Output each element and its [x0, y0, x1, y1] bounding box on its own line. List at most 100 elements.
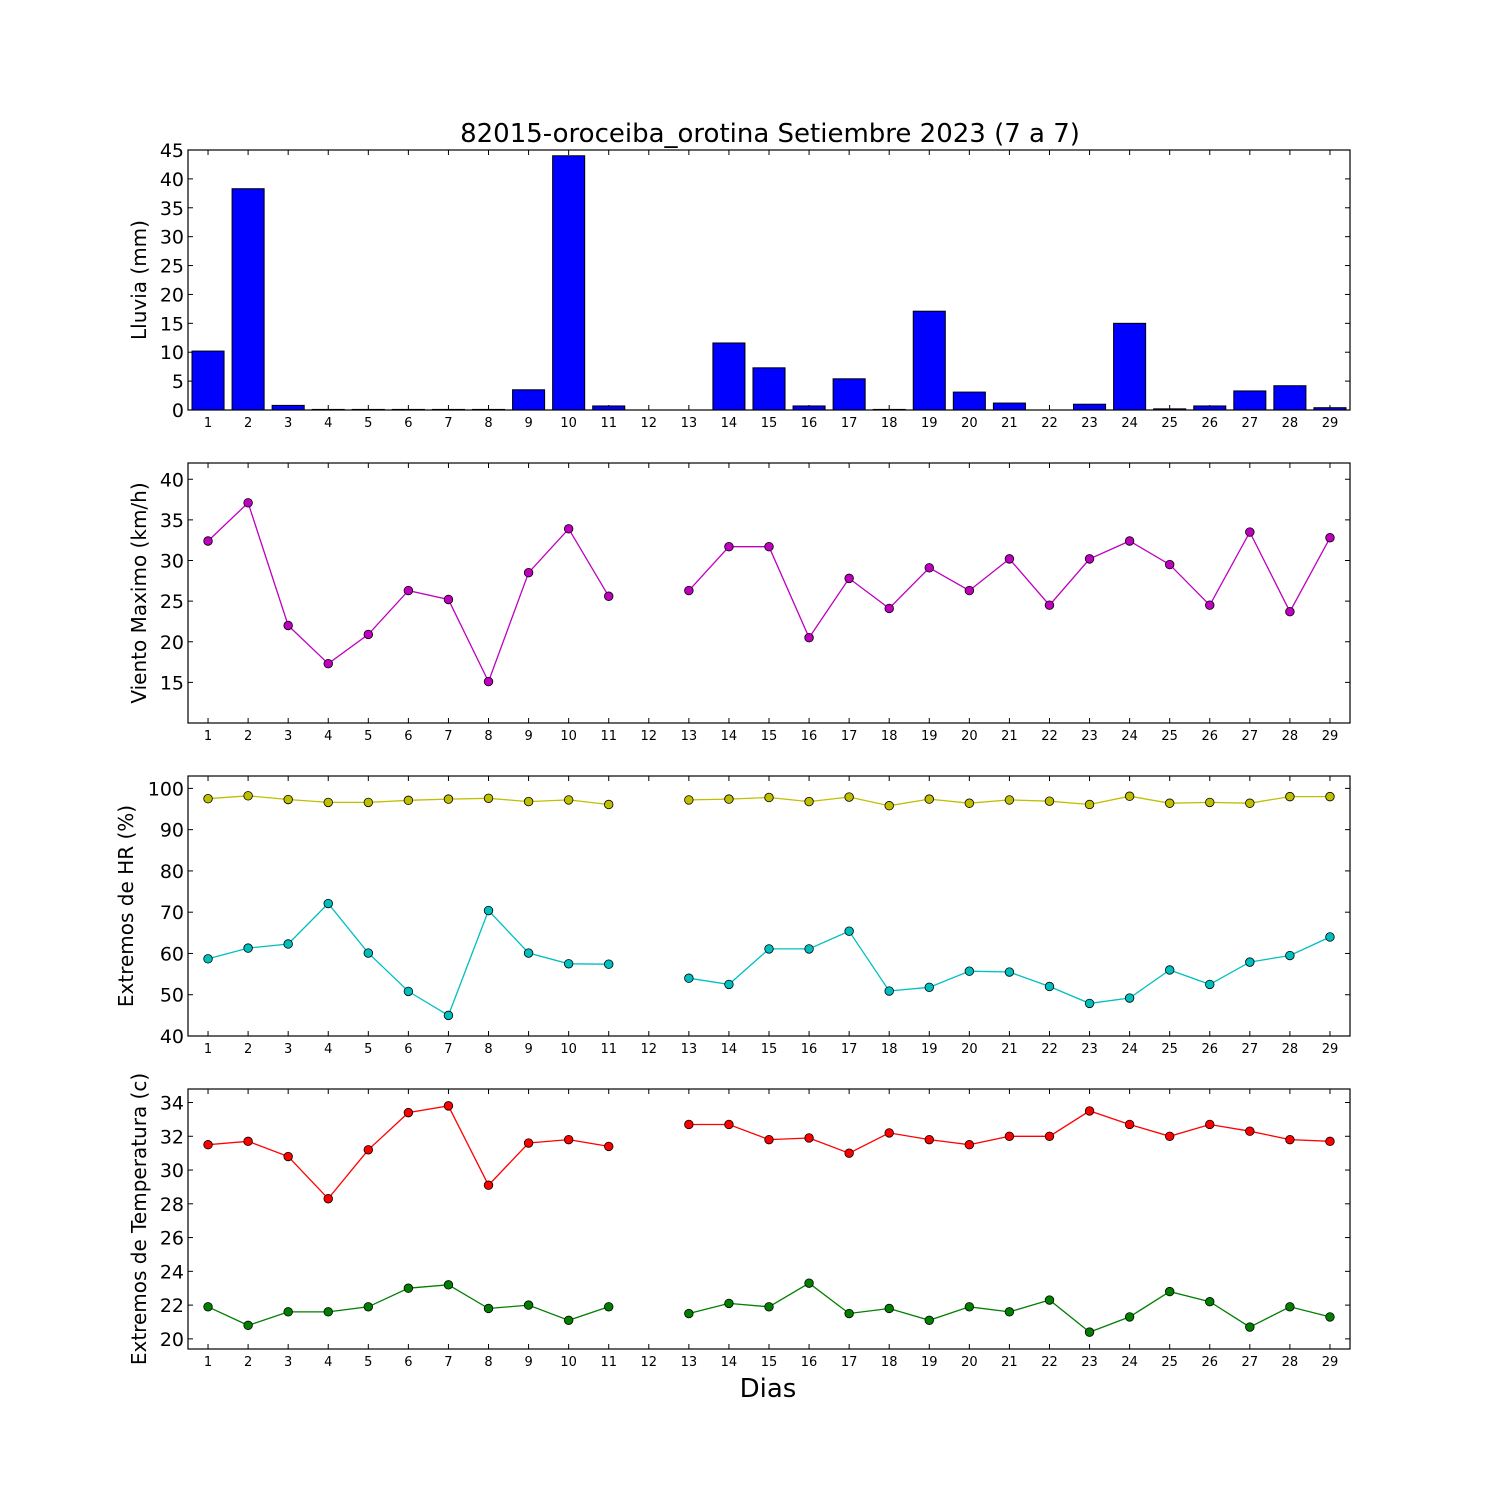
data-point — [203, 793, 213, 804]
x-tick-label: 9 — [524, 1355, 532, 1370]
bar — [752, 367, 786, 411]
data-point — [724, 794, 734, 804]
x-tick-label: 28 — [1282, 1042, 1299, 1057]
y-tick-label: 20 — [160, 1329, 184, 1351]
bar — [231, 188, 265, 411]
data-point — [1245, 798, 1255, 808]
x-tick-label: 27 — [1242, 1355, 1259, 1370]
data-point — [844, 573, 854, 584]
data-point — [924, 794, 934, 804]
x-tick-label: 15 — [761, 729, 778, 744]
x-tick-label: 25 — [1161, 1355, 1178, 1370]
x-tick-label: 17 — [841, 1042, 858, 1057]
data-point — [1245, 1126, 1255, 1136]
bar — [1273, 385, 1307, 411]
x-tick-label: 29 — [1322, 1355, 1339, 1370]
x-tick-label: 12 — [641, 416, 658, 431]
data-point — [724, 1119, 734, 1130]
data-point — [403, 585, 414, 596]
x-tick-label: 25 — [1161, 1042, 1178, 1057]
data-point — [844, 926, 854, 936]
data-point — [483, 1180, 494, 1190]
data-point — [243, 943, 253, 953]
data-point — [964, 585, 975, 596]
y-tick-label: 24 — [160, 1261, 184, 1283]
chart-title: 82015-oroceiba_orotina Setiembre 2023 (7… — [460, 119, 1080, 149]
data-point — [1044, 1295, 1055, 1305]
data-point — [243, 791, 253, 801]
data-point — [764, 541, 774, 552]
x-tick-label: 26 — [1201, 1355, 1218, 1370]
data-point — [483, 793, 494, 803]
x-tick-label: 7 — [444, 729, 452, 744]
y-tick-label: 5 — [172, 371, 184, 393]
data-point — [563, 524, 574, 534]
bar — [992, 402, 1026, 411]
x-tick-label: 10 — [560, 416, 577, 431]
data-point — [1124, 536, 1135, 546]
x-tick-label: 5 — [364, 1355, 372, 1370]
data-point — [604, 591, 614, 601]
data-point — [323, 658, 333, 669]
x-tick-label: 22 — [1041, 416, 1058, 431]
x-tick-label: 20 — [961, 416, 978, 431]
data-point — [283, 794, 293, 805]
y-tick-label: 40 — [160, 1026, 184, 1048]
y-tick-label: 20 — [160, 632, 184, 654]
y-tick-label: 34 — [160, 1093, 184, 1115]
data-point — [1044, 796, 1055, 806]
series-1 — [203, 498, 1335, 687]
data-point — [1044, 600, 1055, 610]
y-tick-label: 15 — [160, 313, 184, 335]
data-point — [243, 498, 253, 508]
x-tick-label: 12 — [641, 1042, 658, 1057]
x-tick-label: 9 — [524, 729, 532, 744]
data-point — [724, 541, 734, 552]
y-tick-label: 70 — [160, 902, 184, 924]
x-tick-label: 4 — [324, 416, 332, 431]
data-point — [563, 795, 574, 805]
data-point — [1285, 950, 1295, 961]
x-tick-label: 8 — [484, 1355, 492, 1370]
data-point — [684, 795, 694, 805]
data-point — [1124, 1119, 1135, 1130]
x-tick-label: 21 — [1001, 729, 1018, 744]
data-point — [1164, 1131, 1175, 1141]
y-tick-label: 26 — [160, 1228, 184, 1250]
data-point — [604, 959, 614, 969]
data-point — [1205, 1119, 1215, 1130]
data-point — [243, 1320, 253, 1331]
x-tick-label: 7 — [444, 416, 452, 431]
data-point — [1245, 1322, 1255, 1332]
x-tick-label: 17 — [841, 416, 858, 431]
data-point — [283, 939, 293, 949]
bar — [952, 391, 986, 411]
data-point — [483, 905, 494, 916]
bar — [191, 350, 225, 411]
series-1 — [203, 1101, 1335, 1204]
bar — [552, 155, 586, 411]
data-point — [764, 944, 774, 954]
y-tick-label: 80 — [160, 861, 184, 883]
x-tick-label: 1 — [204, 1355, 212, 1370]
x-tick-label: 15 — [761, 1355, 778, 1370]
y-tick-label: 22 — [160, 1295, 184, 1317]
data-point — [804, 632, 814, 643]
data-point — [844, 1308, 854, 1319]
x-tick-label: 4 — [324, 1355, 332, 1370]
x-tick-label: 21 — [1001, 416, 1018, 431]
data-point — [203, 1140, 213, 1150]
data-point — [403, 795, 414, 806]
y-tick-label: 40 — [160, 169, 184, 191]
y-tick-label: 35 — [160, 198, 184, 220]
data-point — [1325, 1136, 1335, 1147]
y-tick-label: 15 — [160, 672, 184, 694]
data-point — [684, 1308, 694, 1319]
x-tick-label: 24 — [1121, 1355, 1138, 1370]
x-tick-label: 18 — [881, 729, 898, 744]
x-tick-label: 6 — [404, 416, 412, 431]
x-tick-label: 9 — [524, 1042, 532, 1057]
